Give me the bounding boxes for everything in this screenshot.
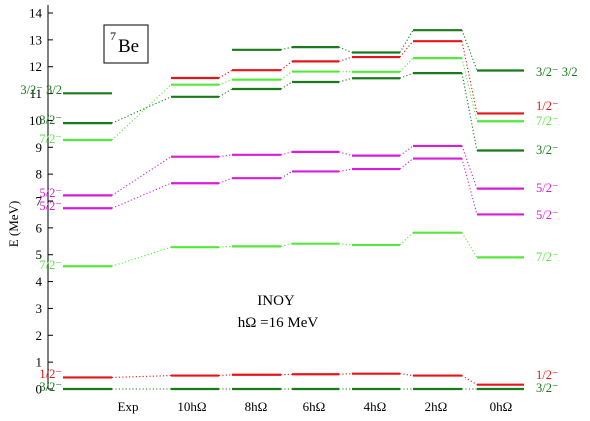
level-connector <box>461 158 478 215</box>
level-connector <box>111 96 172 124</box>
level-connector <box>461 232 478 258</box>
level-connector <box>461 41 478 114</box>
level-connector <box>399 158 414 170</box>
spin-label-exp: 3/2⁻ 3/2 <box>20 83 62 97</box>
y-tick-label: 14 <box>29 6 43 21</box>
level-connector <box>111 246 172 267</box>
level-connector <box>461 145 478 189</box>
y-tick-label: 9 <box>36 140 43 155</box>
level-connector <box>338 46 353 53</box>
level-connector <box>218 79 233 86</box>
level-connector <box>280 373 293 376</box>
x-tick-label: 10hΩ <box>177 399 206 414</box>
level-connector <box>111 156 172 196</box>
level-connector <box>461 375 478 386</box>
level-connector <box>280 46 293 51</box>
level-connector <box>111 375 172 379</box>
spin-label-0hw: 3/2⁻ 3/2 <box>536 65 578 79</box>
x-tick-label: 2hΩ <box>425 399 448 414</box>
annotation-oscillator: hΩ =16 MeV <box>238 315 319 331</box>
level-connector <box>218 245 233 248</box>
spin-label-0hw: 7/2⁻ <box>536 114 559 128</box>
level-connector <box>111 84 172 141</box>
level-connector <box>461 73 478 151</box>
annotation: INOY hΩ =16 MeV <box>238 293 319 331</box>
nucleus-symbol: Be <box>118 36 139 57</box>
level-connector <box>280 71 293 81</box>
level-connector <box>399 145 414 157</box>
spin-label-exp: 1/2⁻ <box>39 367 62 381</box>
nucleus-box: 7 Be <box>103 24 149 64</box>
y-tick-label: 2 <box>36 328 43 343</box>
spin-labels: 3/2⁻1/2⁻7/2⁻5/2⁻5/2⁻7/2⁻3/2⁻3/2⁻ 3/23/2⁻… <box>20 65 577 395</box>
level-connector <box>399 72 414 79</box>
spin-label-0hw: 3/2⁻ <box>536 143 559 157</box>
spin-label-0hw: 5/2⁻ <box>536 208 559 222</box>
level-connections <box>111 29 478 390</box>
y-tick-label: 3 <box>36 301 43 316</box>
x-tick-label: Exp <box>118 399 139 414</box>
level-connector <box>461 29 478 71</box>
level-connector <box>399 232 414 246</box>
x-tick-label: 0hΩ <box>490 399 513 414</box>
level-connector <box>280 60 293 71</box>
y-tick-label: 4 <box>36 274 43 289</box>
annotation-interaction: INOY <box>257 293 295 309</box>
y-tick-label: 7 <box>36 194 43 209</box>
level-connector <box>338 56 353 62</box>
spin-label-0hw: 1/2⁻ <box>536 368 559 382</box>
x-tick-label: 6hΩ <box>303 399 326 414</box>
spin-label-0hw: 5/2⁻ <box>536 181 559 195</box>
y-tick-label: 0 <box>36 382 43 397</box>
y-tick-label: 10 <box>29 113 42 128</box>
spin-label-0hw: 7/2⁻ <box>536 250 559 264</box>
y-tick-label: 13 <box>29 32 42 47</box>
y-tick-label: 5 <box>36 247 43 262</box>
y-tick-label: 11 <box>29 86 42 101</box>
level-connector <box>399 373 414 377</box>
level-connector <box>461 57 478 122</box>
level-connector <box>399 57 414 73</box>
level-lines <box>63 29 524 391</box>
x-tick-label: 4hΩ <box>364 399 387 414</box>
y-tick-label: 8 <box>36 167 43 182</box>
spin-label-exp: 5/2⁻ <box>39 199 62 213</box>
level-connector <box>338 373 353 375</box>
level-connector <box>218 374 233 377</box>
y-axis-label: E (MeV) <box>6 201 21 248</box>
level-connector <box>280 170 293 179</box>
level-connector <box>218 154 233 158</box>
level-connector <box>218 88 233 98</box>
spin-label-exp: 5/2⁻ <box>39 186 62 200</box>
spin-label-0hw: 3/2⁻ <box>536 381 559 395</box>
level-connector <box>280 243 293 247</box>
level-connector <box>338 151 353 157</box>
level-connector <box>280 151 293 156</box>
spin-label-exp: 3/2⁻ <box>39 113 62 127</box>
level-connector <box>338 243 353 246</box>
level-connector <box>111 182 172 209</box>
spin-label-exp: 7/2⁻ <box>39 132 62 146</box>
nucleus-box-frame <box>103 24 149 64</box>
y-tick-label: 6 <box>36 220 43 235</box>
level-connector <box>218 69 233 79</box>
level-connector <box>338 168 353 172</box>
nucleus-mass-number: 7 <box>110 29 116 43</box>
level-connector <box>399 40 414 58</box>
level-connector <box>280 81 293 90</box>
x-tick-label: 8hΩ <box>245 399 268 414</box>
spin-label-0hw: 1/2⁻ <box>536 99 559 113</box>
level-connector <box>218 177 233 184</box>
x-axis-labels: Exp 10hΩ 8hΩ 6hΩ 4hΩ 2hΩ 0hΩ <box>118 399 513 414</box>
y-tick-label: 12 <box>29 59 42 74</box>
spin-label-exp: 3/2⁻ <box>39 380 62 394</box>
level-connector <box>399 29 414 53</box>
spin-label-exp: 7/2⁻ <box>39 258 62 272</box>
y-tick-label: 1 <box>36 355 43 370</box>
level-connector <box>338 77 353 83</box>
